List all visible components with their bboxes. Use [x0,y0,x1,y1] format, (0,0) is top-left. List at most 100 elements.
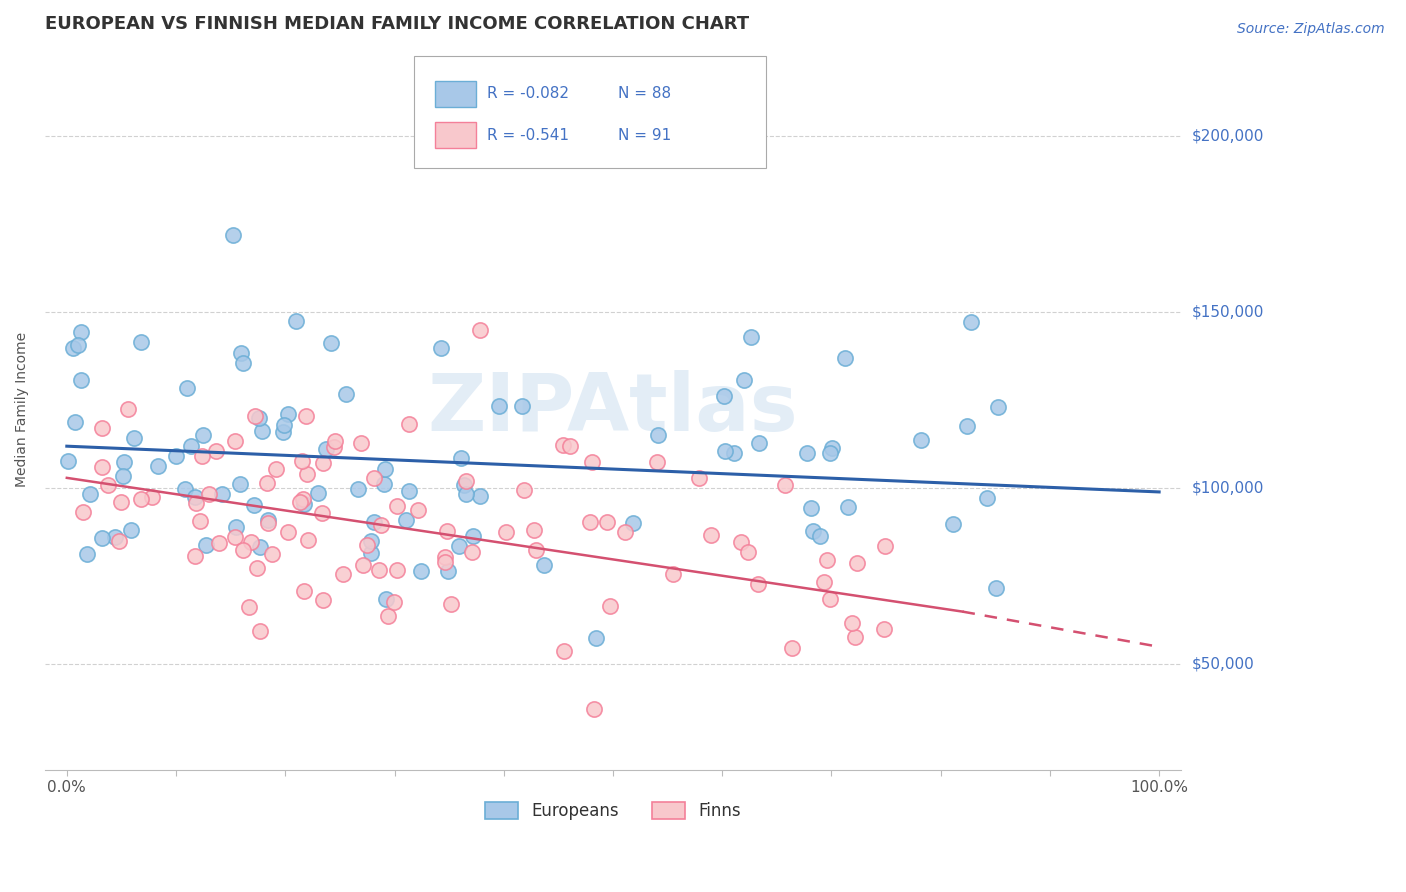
Point [942,516,965,531]
Point [222,228,245,243]
Point [225,520,247,534]
Point [176,380,198,394]
Point [533,558,555,573]
FancyBboxPatch shape [415,55,766,168]
Point [844,630,866,644]
Point [439,597,461,611]
Text: $150,000: $150,000 [1192,305,1264,320]
Point [461,529,484,543]
Point [240,535,263,549]
Point [737,545,759,559]
Point [523,523,546,537]
Point [374,591,396,606]
Text: N = 88: N = 88 [617,87,671,102]
Point [434,556,457,570]
Point [818,446,841,460]
Point [141,491,163,505]
Point [173,482,195,496]
Point [211,487,233,501]
Point [232,543,254,558]
Text: $100,000: $100,000 [1192,481,1264,496]
Point [688,471,710,485]
Point [291,492,314,507]
Point [382,595,405,609]
Point [813,574,835,589]
Point [104,530,127,544]
Point [297,533,319,548]
Point [713,389,735,403]
Point [350,435,373,450]
Point [297,467,319,481]
Point [585,631,607,645]
Point [363,470,385,484]
Text: $200,000: $200,000 [1192,129,1264,144]
Point [796,446,818,460]
Point [363,515,385,529]
Point [284,314,307,328]
Point [323,441,346,455]
Point [845,556,868,570]
Point [780,640,803,655]
Point [96,478,118,492]
Point [111,469,134,483]
Point [956,419,979,434]
Point [581,454,603,468]
Point [294,497,316,511]
Point [291,454,314,468]
Point [246,560,269,574]
Point [733,373,755,387]
Point [148,458,170,473]
Point [834,351,856,365]
Point [820,591,842,606]
Text: N = 91: N = 91 [617,128,671,143]
Point [647,428,669,442]
Point [553,643,575,657]
Point [495,525,517,540]
Point [292,583,315,598]
Point [245,409,267,424]
Point [184,491,207,505]
Point [332,567,354,582]
Point [264,462,287,476]
Point [800,500,823,515]
Point [224,434,246,448]
Point [775,478,797,492]
Point [551,438,574,452]
Point [360,546,382,560]
Point [224,530,246,544]
Point [429,342,451,356]
Point [208,536,231,550]
Point [347,482,370,496]
Point [987,400,1010,414]
Point [76,547,98,561]
Point [129,491,152,506]
Point [873,622,896,636]
Point [205,444,228,458]
Point [436,524,458,538]
Point [129,335,152,350]
Point [107,534,129,549]
Point [243,498,266,512]
Point [740,330,762,344]
Legend: Europeans, Finns: Europeans, Finns [478,795,748,827]
Point [290,495,312,509]
Point [312,593,335,607]
Point [256,516,278,530]
Point [579,515,602,529]
Point [468,323,491,337]
Point [180,439,202,453]
Point [277,407,299,421]
Point [596,515,619,529]
Point [986,581,1008,595]
Point [373,477,395,491]
Point [315,442,337,457]
Point [67,337,90,351]
Point [976,491,998,505]
Point [72,505,94,519]
Point [468,490,491,504]
Point [454,474,477,488]
Point [62,342,84,356]
Point [91,421,114,435]
Point [312,456,335,470]
FancyBboxPatch shape [434,122,475,148]
